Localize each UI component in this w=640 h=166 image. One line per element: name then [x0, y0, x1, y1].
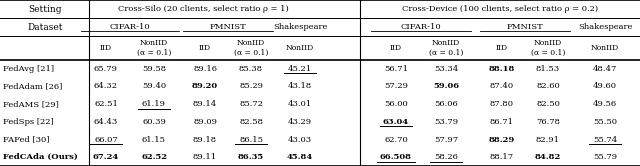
- Text: 85.72: 85.72: [239, 100, 263, 108]
- Text: FedSps [22]: FedSps [22]: [3, 118, 54, 126]
- Text: 56.71: 56.71: [384, 65, 408, 73]
- Text: 43.29: 43.29: [288, 118, 312, 126]
- Text: 61.15: 61.15: [142, 135, 166, 143]
- Text: 64.32: 64.32: [94, 83, 118, 90]
- Text: 62.70: 62.70: [384, 135, 408, 143]
- Text: 58.26: 58.26: [434, 153, 458, 161]
- Text: 85.29: 85.29: [239, 83, 263, 90]
- Text: FedAMS [29]: FedAMS [29]: [3, 100, 59, 108]
- Text: 87.80: 87.80: [490, 100, 514, 108]
- Text: 82.50: 82.50: [536, 100, 560, 108]
- Text: 76.78: 76.78: [536, 118, 560, 126]
- Text: 45.84: 45.84: [287, 153, 313, 161]
- Text: 88.18: 88.18: [489, 65, 515, 73]
- Text: FedCAda (Ours): FedCAda (Ours): [3, 153, 77, 161]
- Text: 61.19: 61.19: [142, 100, 166, 108]
- Text: 56.00: 56.00: [384, 100, 408, 108]
- Text: 59.40: 59.40: [142, 83, 166, 90]
- Text: 88.17: 88.17: [490, 153, 514, 161]
- Text: 84.82: 84.82: [535, 153, 561, 161]
- Text: 85.38: 85.38: [239, 65, 263, 73]
- Text: 53.34: 53.34: [434, 65, 458, 73]
- Text: IID: IID: [496, 44, 508, 52]
- Text: 59.58: 59.58: [142, 65, 166, 73]
- Text: NonIID
(α = 0.1): NonIID (α = 0.1): [234, 39, 268, 57]
- Text: 89.14: 89.14: [193, 100, 217, 108]
- Text: 43.18: 43.18: [288, 83, 312, 90]
- Text: 60.39: 60.39: [142, 118, 166, 126]
- Text: 82.60: 82.60: [536, 83, 560, 90]
- Text: IID: IID: [390, 44, 402, 52]
- Text: NonIID
(α = 0.1): NonIID (α = 0.1): [137, 39, 171, 57]
- Text: 57.29: 57.29: [384, 83, 408, 90]
- Text: 62.52: 62.52: [141, 153, 167, 161]
- Text: Cross-Silo (20 clients, select ratio ρ = 1): Cross-Silo (20 clients, select ratio ρ =…: [118, 5, 289, 13]
- Text: 56.06: 56.06: [434, 100, 458, 108]
- Text: Dataset: Dataset: [28, 23, 63, 32]
- Text: 43.01: 43.01: [288, 100, 312, 108]
- Text: Shakespeare: Shakespeare: [578, 23, 632, 31]
- Text: 55.79: 55.79: [593, 153, 617, 161]
- Text: 89.11: 89.11: [193, 153, 217, 161]
- Text: 63.04: 63.04: [383, 118, 409, 126]
- Text: NonIID: NonIID: [591, 44, 619, 52]
- Text: FAFed [30]: FAFed [30]: [3, 135, 49, 143]
- Text: 89.20: 89.20: [192, 83, 218, 90]
- Text: 64.43: 64.43: [94, 118, 118, 126]
- Text: FMNIST: FMNIST: [507, 23, 543, 31]
- Text: 53.79: 53.79: [434, 118, 458, 126]
- Text: 49.56: 49.56: [593, 100, 617, 108]
- Text: Shakespeare: Shakespeare: [273, 23, 327, 31]
- Text: FMNIST: FMNIST: [210, 23, 246, 31]
- Text: 43.03: 43.03: [288, 135, 312, 143]
- Text: 86.35: 86.35: [238, 153, 264, 161]
- Text: 67.24: 67.24: [93, 153, 119, 161]
- Text: 86.15: 86.15: [239, 135, 263, 143]
- Text: 87.40: 87.40: [490, 83, 514, 90]
- Text: 48.47: 48.47: [593, 65, 617, 73]
- Text: 82.91: 82.91: [536, 135, 560, 143]
- Text: 82.58: 82.58: [239, 118, 263, 126]
- Text: 89.18: 89.18: [193, 135, 217, 143]
- Text: 65.79: 65.79: [94, 65, 118, 73]
- Text: NonIID
(α = 0.1): NonIID (α = 0.1): [531, 39, 565, 57]
- Text: 55.50: 55.50: [593, 118, 617, 126]
- Text: 62.51: 62.51: [94, 100, 118, 108]
- Text: 59.06: 59.06: [433, 83, 459, 90]
- Text: CIFAR-10: CIFAR-10: [401, 23, 442, 31]
- Text: 86.71: 86.71: [490, 118, 514, 126]
- Text: FedAvg [21]: FedAvg [21]: [3, 65, 54, 73]
- Text: IID: IID: [100, 44, 112, 52]
- Text: 55.74: 55.74: [593, 135, 617, 143]
- Text: 66.07: 66.07: [94, 135, 118, 143]
- Text: 49.60: 49.60: [593, 83, 617, 90]
- Text: IID: IID: [199, 44, 211, 52]
- Text: NonIID
(α = 0.1): NonIID (α = 0.1): [429, 39, 463, 57]
- Text: Cross-Device (100 clients, select ratio ρ = 0.2): Cross-Device (100 clients, select ratio …: [403, 5, 598, 13]
- Text: 57.97: 57.97: [434, 135, 458, 143]
- Text: 89.09: 89.09: [193, 118, 217, 126]
- Text: 88.29: 88.29: [489, 135, 515, 143]
- Text: CIFAR-10: CIFAR-10: [109, 23, 150, 31]
- Text: 89.16: 89.16: [193, 65, 217, 73]
- Text: Setting: Setting: [28, 4, 61, 13]
- Text: 45.21: 45.21: [288, 65, 312, 73]
- Text: 81.53: 81.53: [536, 65, 560, 73]
- Text: NonIID: NonIID: [286, 44, 314, 52]
- Text: 66.508: 66.508: [380, 153, 412, 161]
- Text: FedAdam [26]: FedAdam [26]: [3, 83, 62, 90]
